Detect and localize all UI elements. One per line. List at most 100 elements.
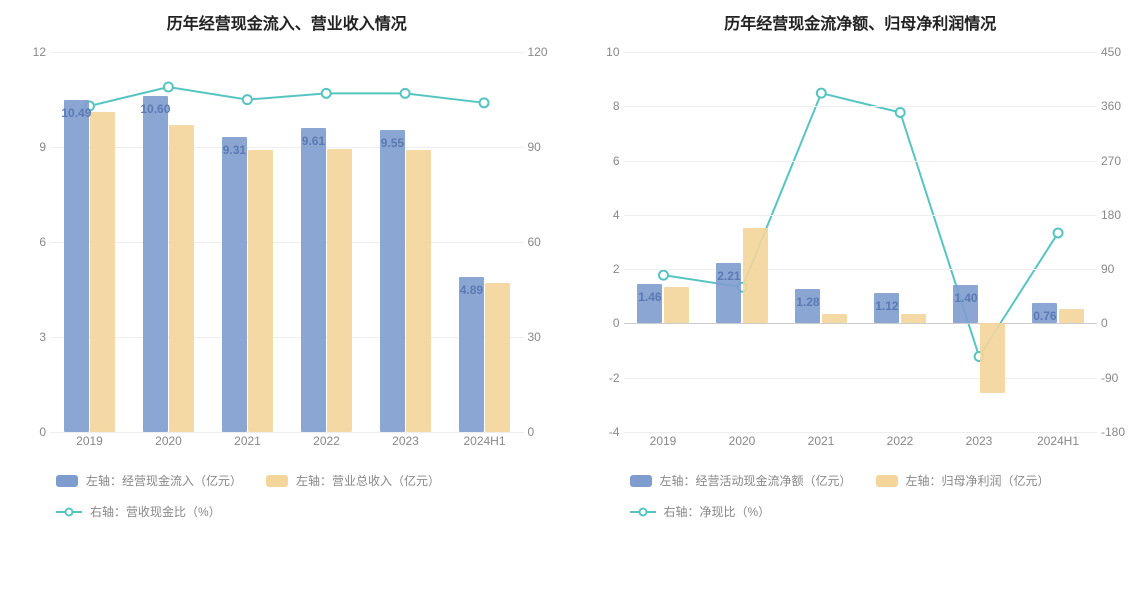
legend-bar1-left: 左轴：经营现金流入（亿元）	[56, 472, 242, 489]
chart-left-title: 历年经营现金流入、营业收入情况	[20, 10, 554, 34]
legend-swatch-icon	[630, 475, 652, 487]
bar	[90, 112, 115, 432]
legend-label: 左轴：归母净利润（亿元）	[906, 472, 1050, 489]
y-right-tick: 30	[528, 330, 558, 344]
x-tick-label: 2021	[808, 434, 835, 448]
grid-line	[624, 52, 1098, 53]
grid-line	[624, 161, 1098, 162]
legend-label: 右轴：营收现金比（%）	[90, 503, 221, 520]
y-right-tick: 90	[1101, 262, 1131, 276]
x-tick-label: 2021	[234, 434, 261, 448]
y-left-tick: 0	[22, 425, 46, 439]
bar	[980, 323, 1005, 392]
x-tick-label: 2023	[392, 434, 419, 448]
y-right-tick: 270	[1101, 154, 1131, 168]
grid-line	[624, 378, 1098, 379]
grid-line	[624, 432, 1098, 433]
y-left-tick: 6	[596, 154, 620, 168]
bar	[222, 137, 247, 432]
legend-swatch-icon	[876, 475, 898, 487]
x-tick-label: 2019	[76, 434, 103, 448]
chart-left-legend: 左轴：经营现金流入（亿元） 左轴：营业总收入（亿元） 右轴：营收现金比（%）	[56, 472, 554, 520]
bar	[664, 287, 689, 324]
y-right-tick: -180	[1101, 425, 1131, 439]
legend-swatch-icon	[266, 475, 288, 487]
y-right-tick: 120	[528, 45, 558, 59]
legend-bar2-left: 左轴：营业总收入（亿元）	[266, 472, 440, 489]
y-left-tick: 9	[22, 140, 46, 154]
bar	[716, 263, 741, 323]
bar	[1059, 309, 1084, 324]
y-left-tick: 6	[22, 235, 46, 249]
y-right-tick: 360	[1101, 99, 1131, 113]
series-marker	[322, 89, 331, 98]
series-marker	[816, 89, 825, 98]
legend-line-right: 右轴：净现比（%）	[630, 503, 771, 520]
bar	[169, 125, 194, 432]
legend-line-left: 右轴：营收现金比（%）	[56, 503, 221, 520]
y-left-tick: 0	[596, 316, 620, 330]
chart-right-line-layer	[624, 52, 1098, 432]
y-right-tick: -90	[1101, 371, 1131, 385]
bar	[143, 96, 168, 432]
grid-line	[50, 337, 524, 338]
charts-row: 历年经营现金流入、营业收入情况 201920202021202220232024…	[20, 10, 1127, 520]
bar	[301, 128, 326, 432]
y-left-tick: 12	[22, 45, 46, 59]
bar	[795, 289, 820, 324]
chart-right-title: 历年经营现金流净额、归母净利润情况	[594, 10, 1128, 34]
bar	[64, 100, 89, 432]
x-tick-label: 2020	[729, 434, 756, 448]
grid-line	[624, 106, 1098, 107]
y-right-tick: 90	[528, 140, 558, 154]
bar	[459, 277, 484, 432]
grid-line	[50, 242, 524, 243]
y-right-tick: 0	[528, 425, 558, 439]
x-tick-label: 2020	[155, 434, 182, 448]
y-right-tick: 60	[528, 235, 558, 249]
bar	[874, 293, 899, 323]
bar	[1032, 303, 1057, 324]
legend-line-icon	[630, 506, 656, 518]
bar	[822, 314, 847, 324]
y-left-tick: 3	[22, 330, 46, 344]
legend-label: 左轴：营业总收入（亿元）	[296, 472, 440, 489]
x-tick-label: 2019	[650, 434, 677, 448]
legend-swatch-icon	[56, 475, 78, 487]
bar	[380, 130, 405, 432]
grid-line	[50, 147, 524, 148]
y-left-tick: 2	[596, 262, 620, 276]
bar	[248, 150, 273, 432]
chart-right-xaxis: 201920202021202220232024H1	[624, 434, 1098, 454]
zero-line	[624, 323, 1098, 324]
y-left-tick: 8	[596, 99, 620, 113]
grid-line	[50, 432, 524, 433]
bar	[743, 228, 768, 323]
chart-left: 历年经营现金流入、营业收入情况 201920202021202220232024…	[20, 10, 554, 520]
y-right-tick: 450	[1101, 45, 1131, 59]
legend-label: 左轴：经营活动现金流净额（亿元）	[660, 472, 852, 489]
chart-right: 历年经营现金流净额、归母净利润情况 2019202020212022202320…	[594, 10, 1128, 520]
bar	[406, 150, 431, 432]
series-marker	[480, 98, 489, 107]
legend-label: 左轴：经营现金流入（亿元）	[86, 472, 242, 489]
x-tick-label: 2024H1	[1037, 434, 1079, 448]
y-right-tick: 0	[1101, 316, 1131, 330]
series-marker	[401, 89, 410, 98]
y-left-tick: 10	[596, 45, 620, 59]
bar	[485, 283, 510, 432]
legend-bar1-right: 左轴：经营活动现金流净额（亿元）	[630, 472, 852, 489]
series-marker	[895, 108, 904, 117]
x-tick-label: 2022	[313, 434, 340, 448]
y-left-tick: -4	[596, 425, 620, 439]
x-tick-label: 2024H1	[463, 434, 505, 448]
chart-left-plot: 201920202021202220232024H1 0369120306090…	[50, 52, 524, 432]
y-left-tick: 4	[596, 208, 620, 222]
grid-line	[624, 215, 1098, 216]
x-tick-label: 2022	[887, 434, 914, 448]
chart-left-xaxis: 2019 2020 2021 2022 2023 2024H1	[50, 434, 524, 454]
series-marker	[1053, 228, 1062, 237]
bar	[327, 149, 352, 432]
legend-line-icon	[56, 506, 82, 518]
bar	[953, 285, 978, 323]
